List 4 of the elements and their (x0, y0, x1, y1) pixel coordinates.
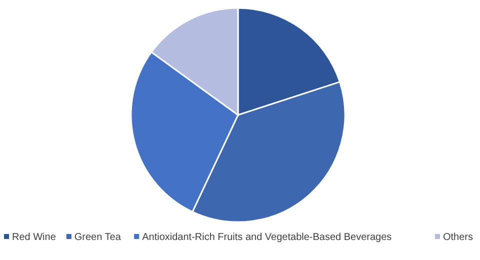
legend-label: Others (443, 232, 474, 243)
legend-label: Red Wine (12, 232, 56, 243)
legend-label: Antioxidant-Rich Fruits and Vegetable-Based Beverages (142, 232, 392, 243)
legend-label: Green Tea (74, 232, 122, 243)
